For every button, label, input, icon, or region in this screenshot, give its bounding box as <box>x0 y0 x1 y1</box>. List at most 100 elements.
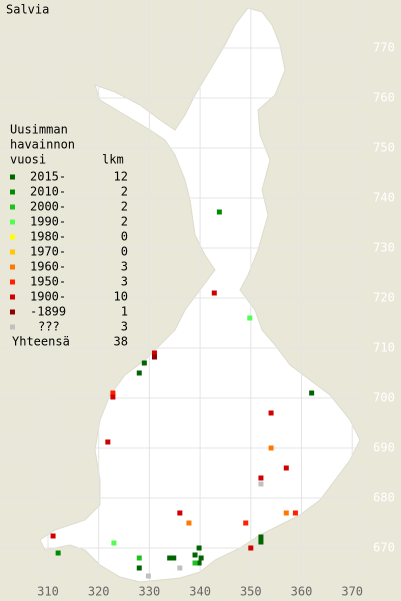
x-tick-label: 330 <box>139 585 161 599</box>
observation-dot <box>268 410 274 416</box>
observation-dot <box>177 565 183 571</box>
observation-dot <box>186 520 192 526</box>
observation-dot <box>177 510 183 516</box>
total-count: 38 <box>114 335 128 349</box>
legend-count: 1 <box>121 305 128 319</box>
observation-dot <box>283 510 289 516</box>
legend-swatch <box>10 219 15 225</box>
legend-count: 12 <box>114 170 128 184</box>
observation-dot <box>196 560 202 566</box>
legend-count: 3 <box>121 260 128 274</box>
observation-dot <box>151 354 157 360</box>
observation-dot <box>211 290 217 296</box>
legend-label: 1990- <box>30 215 66 229</box>
legend-swatch <box>10 294 15 300</box>
y-tick-label: 710 <box>373 341 395 355</box>
y-tick-label: 730 <box>373 241 395 255</box>
observation-dot <box>258 481 264 487</box>
legend-count: 2 <box>121 185 128 199</box>
legend-label: 1980- <box>30 230 66 244</box>
legend-label: -1899 <box>30 305 66 319</box>
legend-count: 10 <box>114 290 128 304</box>
legend-swatch <box>10 249 15 255</box>
observations <box>50 209 315 579</box>
total-label: Yhteensä <box>12 335 70 349</box>
legend-count: 0 <box>121 230 128 244</box>
observation-dot <box>136 555 142 561</box>
x-tick-label: 370 <box>341 585 363 599</box>
legend-count-heading: lkm <box>102 153 124 167</box>
observation-dot <box>111 540 117 546</box>
legend-swatch <box>10 309 15 315</box>
observation-dot <box>196 545 202 551</box>
y-tick-label: 690 <box>373 441 395 455</box>
observation-dot <box>192 552 198 558</box>
observation-dot <box>258 534 264 540</box>
legend-label: 2000- <box>30 200 66 214</box>
y-tick-label: 680 <box>373 491 395 505</box>
observation-dot <box>243 520 249 526</box>
observation-dot <box>258 475 264 481</box>
legend-count: 3 <box>121 275 128 289</box>
legend-swatch <box>10 204 15 210</box>
observation-dot <box>192 560 198 566</box>
legend-heading: Uusimman <box>10 123 68 137</box>
legend-swatch <box>10 324 15 330</box>
observation-dot <box>110 394 116 400</box>
observation-dot <box>141 360 147 366</box>
observation-dot <box>258 539 264 545</box>
legend-label: 1970- <box>30 245 66 259</box>
legend-count: 0 <box>121 245 128 259</box>
x-tick-label: 320 <box>88 585 110 599</box>
legend-swatch <box>10 264 15 270</box>
grid <box>0 0 365 582</box>
legend-swatch <box>10 174 15 180</box>
observation-dot <box>309 390 315 396</box>
legend-label: 1960- <box>30 260 66 274</box>
legend-label: 2010- <box>30 185 66 199</box>
legend-swatch <box>10 234 15 240</box>
legend-count: 3 <box>121 320 128 334</box>
y-tick-label: 760 <box>373 91 395 105</box>
y-tick-label: 770 <box>373 41 395 55</box>
legend-label: 1900- <box>30 290 66 304</box>
title: Salvia <box>6 3 49 17</box>
x-tick-label: 310 <box>37 585 59 599</box>
legend-count: 2 <box>121 215 128 229</box>
observation-dot <box>105 439 111 445</box>
observation-dot <box>198 555 204 561</box>
observation-dot <box>248 545 254 551</box>
observation-dot <box>268 445 274 451</box>
legend-heading: vuosi <box>10 153 46 167</box>
observation-dot <box>145 573 151 579</box>
y-tick-label: 670 <box>373 541 395 555</box>
legend-label: 2015- <box>30 170 66 184</box>
observation-dot <box>292 510 298 516</box>
y-tick-label: 720 <box>373 291 395 305</box>
observation-dot <box>50 533 56 539</box>
observation-dot <box>171 555 177 561</box>
observation-dot <box>247 315 253 321</box>
legend-label: ??? <box>38 320 60 334</box>
observation-dot <box>151 350 157 356</box>
x-tick-label: 340 <box>189 585 211 599</box>
observation-dot <box>136 370 142 376</box>
legend-heading: havainnon <box>10 138 75 152</box>
y-tick-label: 740 <box>373 191 395 205</box>
y-tick-label: 750 <box>373 141 395 155</box>
observation-dot <box>110 390 116 396</box>
x-tick-label: 350 <box>240 585 262 599</box>
observation-dot <box>55 550 61 556</box>
legend-label: 1950- <box>30 275 66 289</box>
observation-dot <box>283 465 289 471</box>
observation-dot <box>167 555 173 561</box>
legend-swatch <box>10 279 15 285</box>
x-tick-label: 360 <box>291 585 313 599</box>
y-tick-label: 700 <box>373 391 395 405</box>
observation-dot <box>136 565 142 571</box>
legend-count: 2 <box>121 200 128 214</box>
legend-swatch <box>10 189 15 195</box>
observation-dot <box>216 209 222 215</box>
